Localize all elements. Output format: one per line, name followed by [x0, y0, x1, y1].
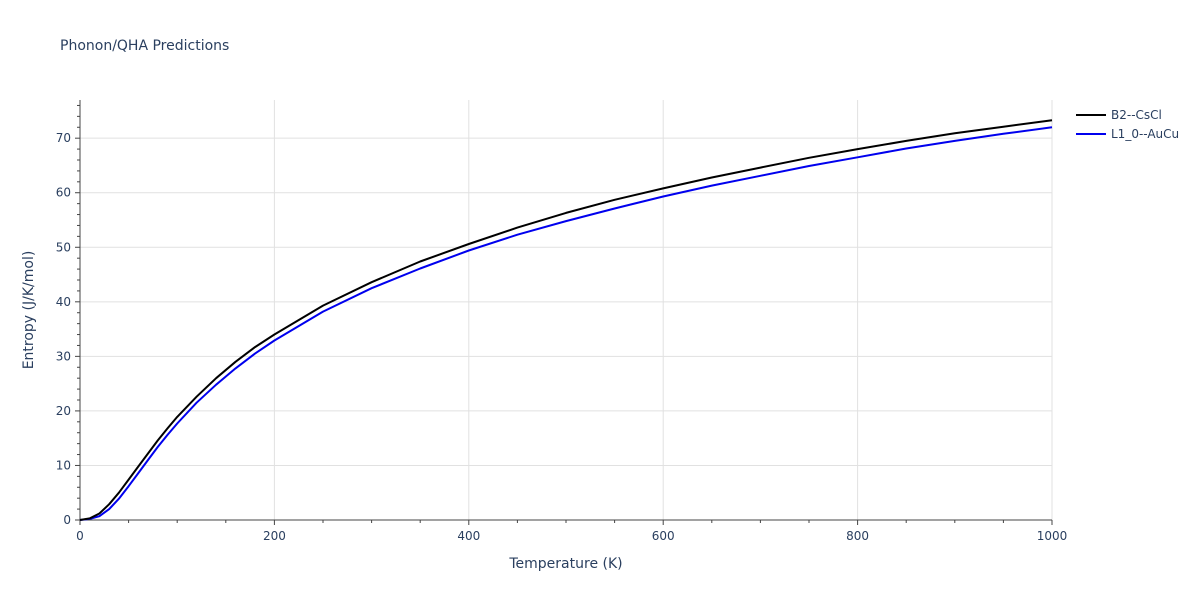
- x-tick-label: 400: [457, 529, 480, 543]
- y-axis-label: Entropy (J/K/mol): [21, 251, 37, 370]
- y-tick-label: 20: [56, 404, 71, 418]
- chart-title: Phonon/QHA Predictions: [60, 38, 229, 54]
- x-tick-label: 600: [652, 529, 675, 543]
- legend-label-l1-0-aucu: L1_0--AuCu: [1111, 127, 1179, 141]
- x-tick-label: 1000: [1037, 529, 1068, 543]
- y-tick-label: 70: [56, 131, 71, 145]
- series-line-b2-cscl: [79, 119, 1053, 521]
- x-tick-label: 800: [846, 529, 869, 543]
- grid-layer: [80, 100, 1053, 520]
- x-axis-label: Temperature (K): [508, 556, 622, 572]
- axes-layer: 0 10 20 30 40 50 60 70 0 200 400 600 800 1000: [56, 100, 1068, 543]
- y-tick-label: 0: [63, 513, 71, 527]
- series-line-l1-0-aucu: [79, 126, 1053, 521]
- x-tick-label: 0: [76, 529, 84, 543]
- legend-label-b2-cscl: B2--CsCl: [1111, 108, 1162, 122]
- x-tick-label: 200: [263, 529, 286, 543]
- y-tick-label: 50: [56, 240, 71, 254]
- y-tick-label: 30: [56, 349, 71, 363]
- legend: B2--CsCl L1_0--AuCu: [1076, 108, 1179, 141]
- series-layer: [79, 119, 1053, 521]
- y-tick-label: 40: [56, 295, 71, 309]
- y-tick-label: 10: [56, 458, 71, 472]
- y-tick-label: 60: [56, 186, 71, 200]
